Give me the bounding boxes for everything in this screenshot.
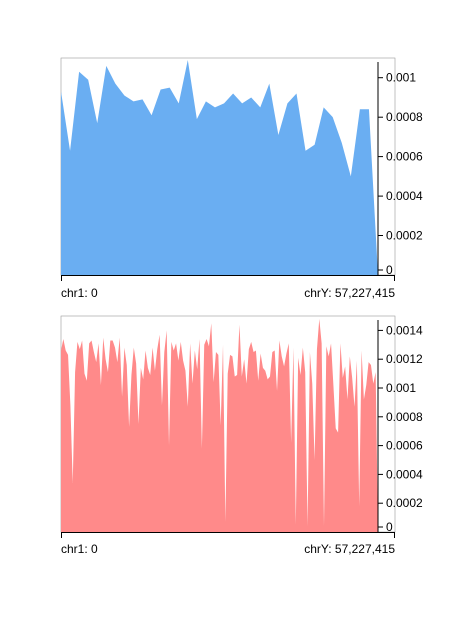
track-2-x-start-label: chr1: 0	[61, 542, 98, 556]
y-tick-label: 0	[386, 520, 393, 534]
y-tick-label: 0.0002	[386, 496, 423, 510]
coverage-track-2: 0 0.0002 0.0004 0.0006 0.0008 0.001 0.0012 0.00…	[60, 315, 423, 556]
y-tick-label: 0.0006	[386, 439, 423, 453]
coverage-track-1: 0 0.0002 0.0004 0.0006 0.0008 0.001 chr1: 0 c…	[60, 57, 423, 300]
track-2-x-end-label: chrY: 57,227,415	[304, 542, 395, 556]
y-tick-label: 0.0002	[386, 229, 423, 243]
y-tick-label: 0.0006	[386, 150, 423, 164]
y-tick-label: 0.0014	[386, 323, 423, 337]
track-1-x-start-label: chr1: 0	[61, 286, 98, 300]
y-tick-label: 0.0004	[386, 189, 423, 203]
track-2-y-axis: 0 0.0002 0.0004 0.0006 0.0008 0.001 0.0012 0.00…	[377, 320, 423, 534]
y-tick-label: 0.0012	[386, 352, 423, 366]
y-tick-label: 0.001	[386, 381, 416, 395]
track-1-x-end-label: chrY: 57,227,415	[304, 286, 395, 300]
y-tick-label: 0.0008	[386, 410, 423, 424]
track-1-y-axis: 0 0.0002 0.0004 0.0006 0.0008 0.001	[377, 62, 423, 277]
y-tick-label: 0	[386, 263, 393, 277]
y-tick-label: 0.001	[386, 71, 416, 85]
y-tick-label: 0.0004	[386, 467, 423, 481]
y-tick-label: 0.0008	[386, 110, 423, 124]
track-2-area	[61, 318, 378, 532]
track-1-area	[61, 59, 378, 275]
